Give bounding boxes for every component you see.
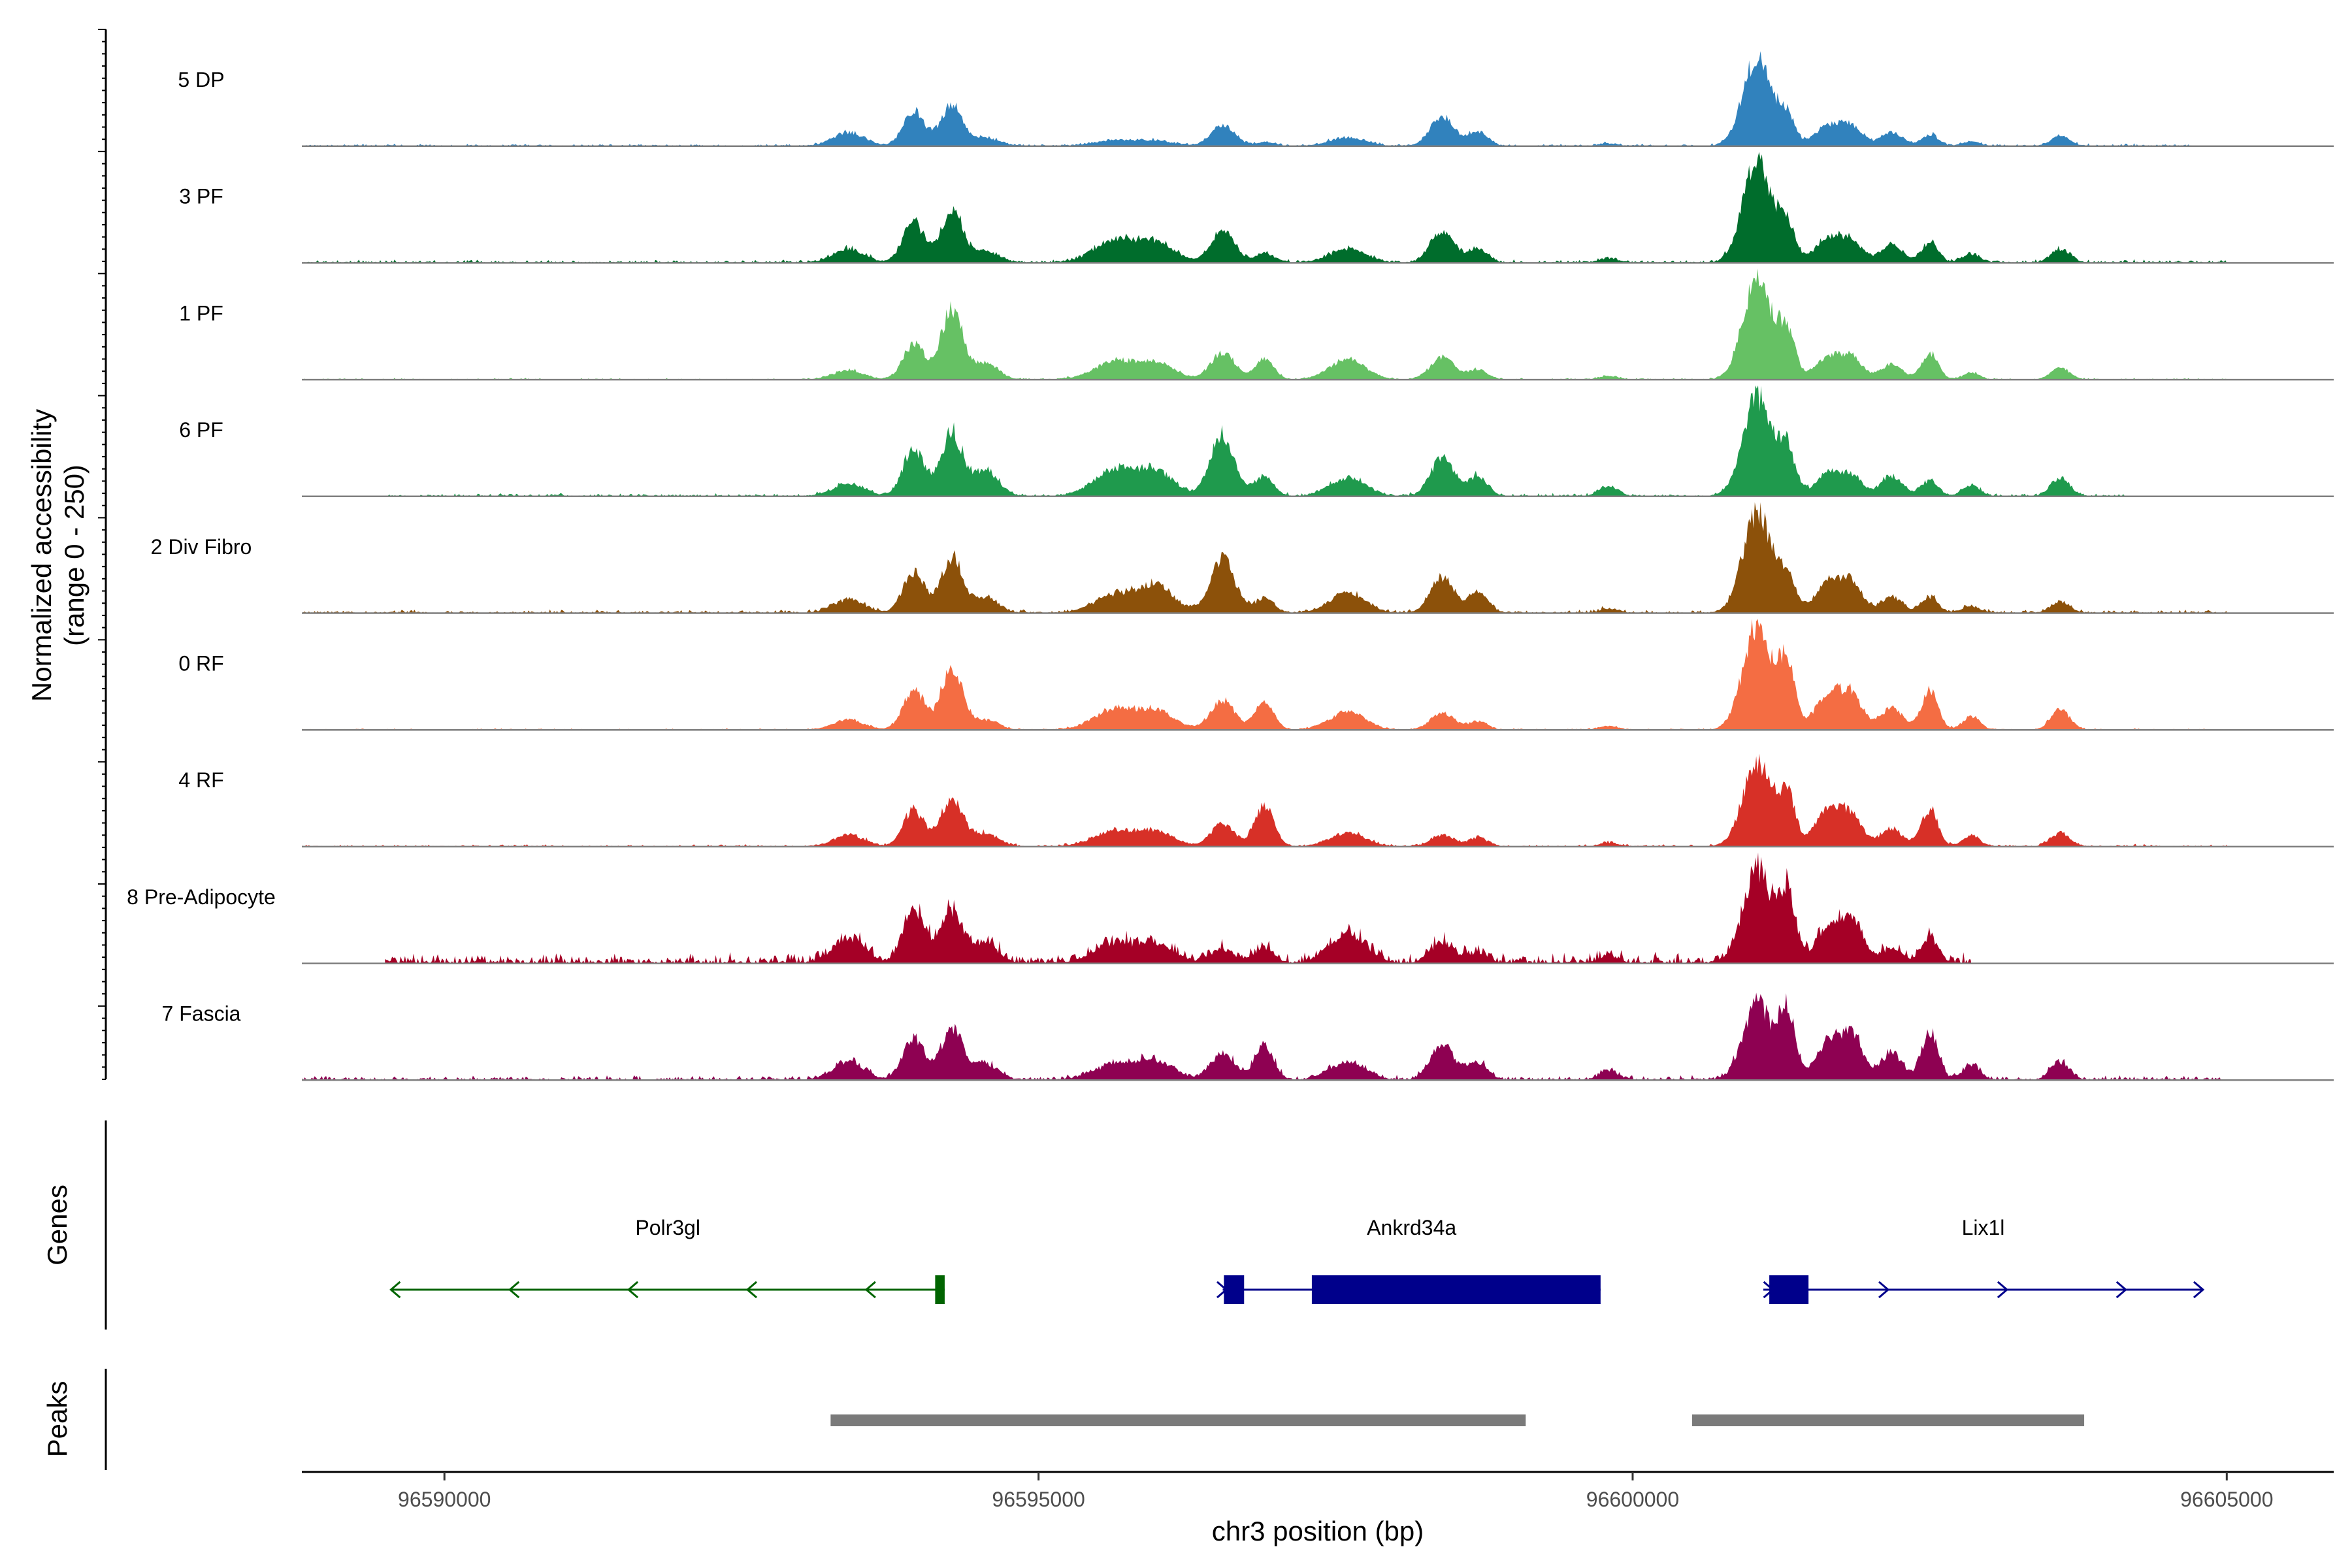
x-tick-label: 96595000	[992, 1488, 1085, 1511]
strand-arrow	[627, 1281, 639, 1299]
gene-exon	[1311, 1275, 1601, 1304]
track-label: 4 RF	[178, 768, 223, 792]
y-axis-ticks	[98, 29, 106, 1080]
coverage-area	[302, 619, 2227, 730]
track-label: 5 DP	[178, 68, 224, 91]
gene-label: Polr3gl	[635, 1216, 700, 1239]
strand-arrow	[2115, 1281, 2128, 1299]
track-4-rf: 4 RF	[178, 753, 2334, 848]
peak-region-bar	[830, 1414, 1526, 1426]
strand-arrow	[2193, 1281, 2205, 1299]
gene-models: Polr3gl Ankrd34a Lix1l	[389, 1216, 2205, 1304]
coverage-area	[302, 269, 2227, 380]
strand-arrow	[508, 1281, 520, 1299]
strand-arrow	[745, 1281, 757, 1299]
track-5-dp: 5 DP	[178, 51, 2334, 147]
track-6-pf: 6 PF	[179, 385, 2334, 498]
track-label: 7 Fascia	[162, 1002, 241, 1026]
strand-arrow	[864, 1281, 876, 1299]
coverage-area	[302, 992, 2227, 1081]
peak-regions	[830, 1414, 2085, 1426]
track-label: 1 PF	[179, 301, 223, 325]
peak-region-bar	[1691, 1414, 2085, 1426]
gene-exon	[935, 1275, 945, 1304]
track-7-fascia: 7 Fascia	[162, 992, 2334, 1081]
strand-arrow	[389, 1281, 401, 1299]
strand-arrow	[1997, 1281, 2009, 1299]
track-label: 2 Div Fibro	[151, 535, 252, 559]
gene-polr3gl: Polr3gl	[389, 1216, 945, 1304]
coverage-area	[385, 852, 1972, 964]
track-1-pf: 1 PF	[179, 269, 2334, 381]
strand-arrow	[1878, 1281, 1890, 1299]
x-tick-label: 96590000	[398, 1488, 491, 1511]
gene-label: Lix1l	[1962, 1216, 2005, 1239]
gene-lix1l: Lix1l	[1763, 1216, 2205, 1304]
peaks-side-label: Peaks	[42, 1381, 73, 1458]
track-label: 6 PF	[179, 418, 223, 442]
x-tick-label: 96605000	[2180, 1488, 2273, 1511]
coverage-area	[385, 385, 2132, 497]
coverage-area	[302, 753, 2227, 847]
gene-label: Ankrd34a	[1367, 1216, 1456, 1239]
track-label: 3 PF	[179, 185, 223, 208]
y-axis-title-line1: Normalized accessibility	[26, 409, 57, 702]
x-axis-title: chr3 position (bp)	[1212, 1516, 1424, 1546]
track-3-pf: 3 PF	[179, 152, 2334, 264]
x-tick-label: 96600000	[1586, 1488, 1679, 1511]
gene-exon	[1769, 1275, 1809, 1304]
peaks-panel: Peaks	[42, 1369, 2085, 1470]
coverage-area	[302, 502, 2227, 613]
coverage-panel: 5 DP 3 PF 1 PF 6 PF 2 Div Fibro 0 RF 4 RF 8 Pre…	[26, 29, 2334, 1081]
strand-arrow	[1216, 1281, 1228, 1299]
genes-panel: Genes Polr3gl Ankrd34a Lix1l	[42, 1120, 2205, 1330]
gene-ankrd34a: Ankrd34a	[1216, 1216, 1601, 1304]
track-0-rf: 0 RF	[178, 619, 2334, 731]
coverage-tracks: 5 DP 3 PF 1 PF 6 PF 2 Div Fibro 0 RF 4 RF 8 Pre…	[127, 51, 2334, 1081]
track-label: 8 Pre-Adipocyte	[127, 885, 276, 909]
track-2-div-fibro: 2 Div Fibro	[151, 502, 2334, 614]
genes-side-label: Genes	[42, 1184, 73, 1266]
y-axis-title-line2: (range 0 - 250)	[59, 465, 90, 646]
coverage-area	[302, 152, 2227, 263]
x-axis: 96590000 96595000 96600000 96605000 chr3 po…	[302, 1471, 2334, 1546]
x-axis-ticks: 96590000 96595000 96600000 96605000	[398, 1472, 2274, 1511]
track-8-pre-adipocyte: 8 Pre-Adipocyte	[127, 852, 2334, 964]
strand-arrow	[1763, 1281, 1774, 1299]
track-label: 0 RF	[178, 652, 223, 676]
